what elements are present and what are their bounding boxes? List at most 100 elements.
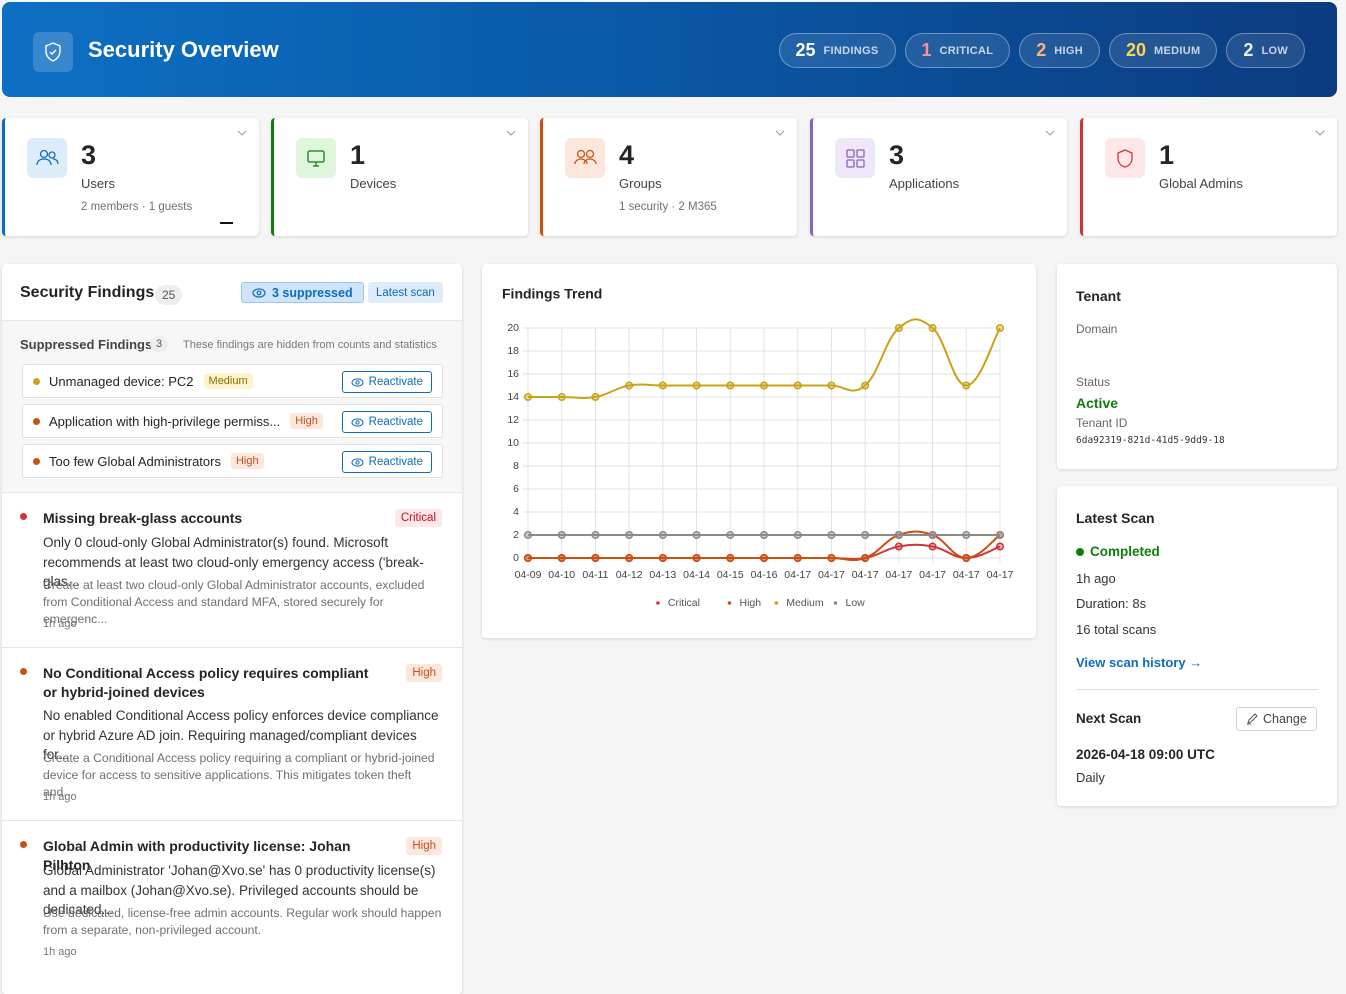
- chevron: [237, 130, 247, 136]
- severity-pill: High: [406, 664, 442, 682]
- cursor-mark: [220, 222, 233, 224]
- stat-icon: [835, 138, 875, 178]
- data-point: [928, 323, 937, 333]
- data-point: [759, 553, 769, 563]
- stat-label: Applications: [889, 176, 960, 191]
- severity-dot: [33, 377, 40, 385]
- data-point: [759, 381, 769, 390]
- y-tick-label: 18: [507, 345, 519, 357]
- stat-value: 4: [619, 140, 635, 170]
- header: Security Overview 25 FINDINGS 1 CRITICAL 2…: [2, 2, 1337, 97]
- stat-sub: 1 security · 2 M365: [619, 201, 717, 213]
- data-point: [523, 392, 533, 402]
- x-tick-label: 04-17: [784, 569, 811, 581]
- section-title: Suppressed Findings: [20, 337, 153, 352]
- badge-row: 25 FINDINGS 1 CRITICAL 2 HIGH 20 MEDIUM 2 LOW: [778, 33, 1305, 68]
- scan-duration: Duration: 8s: [1076, 596, 1147, 611]
- button-label: Reactivate: [368, 416, 423, 428]
- reactivate-button[interactable]: Reactivate: [341, 411, 432, 433]
- finding[interactable]: Global Admin with productivity license: …: [2, 820, 462, 975]
- y-tick-label: 6: [513, 483, 519, 495]
- card-title: Latest Scan: [1076, 510, 1155, 526]
- data-point: [658, 530, 667, 540]
- field-label: Status: [1076, 375, 1111, 389]
- reactivate-button[interactable]: Reactivate: [341, 371, 432, 393]
- scan-card: Latest Scan Completed 1h ago Duration: 8…: [1057, 486, 1337, 806]
- legend-swatch: [727, 601, 732, 605]
- chevron: [1045, 130, 1055, 136]
- header-icon: [33, 32, 73, 72]
- severity-dot: [20, 841, 27, 848]
- stat-card[interactable]: 1 Global Admins: [1080, 118, 1337, 236]
- badge-label: MEDIUM: [1154, 44, 1201, 57]
- status-dot: [1076, 547, 1084, 556]
- apps-icon: [846, 149, 865, 168]
- data-point: [591, 530, 600, 540]
- data-point: [692, 381, 701, 390]
- shield-icon: [1117, 149, 1133, 168]
- x-tick-label: 04-10: [548, 569, 575, 581]
- stat-card[interactable]: 3 Users 2 members · 1 guests: [2, 118, 259, 236]
- stat-label: Devices: [350, 176, 397, 191]
- panel-title: Security Findings: [20, 284, 155, 301]
- item-title: Application with high-privilege permiss.…: [49, 413, 281, 429]
- reactivate-button[interactable]: Reactivate: [341, 451, 432, 473]
- x-tick-label: 04-17: [919, 569, 946, 581]
- trend-chart: Findings Trend 0 2 4 6 8 10 12 14 16 18 20 04-09 04-…: [502, 286, 1014, 609]
- data-point: [995, 530, 1005, 540]
- x-tick-label: 04-13: [649, 569, 676, 581]
- data-point: [523, 553, 533, 563]
- badge-label: FINDINGS: [823, 44, 879, 57]
- device-icon: [307, 150, 325, 167]
- users-icon: [36, 149, 59, 166]
- stat-icon: [27, 138, 67, 178]
- stat-card[interactable]: 4 Groups 1 security · 2 M365: [540, 118, 797, 236]
- badge-label: HIGH: [1054, 44, 1083, 57]
- suppressed-toggle[interactable]: 3 suppressed: [241, 282, 364, 303]
- finding-remediation: Create a Conditional Access policy requi…: [43, 751, 435, 799]
- data-point: [827, 381, 836, 390]
- findings-panel: Security Findings 25 3 suppressed Latest…: [2, 264, 462, 994]
- badge: 1 CRITICAL: [904, 33, 1011, 68]
- suppressed-count: 3 suppressed: [272, 285, 353, 300]
- finding-remediation: Use dedicated, license-free admin accoun…: [43, 906, 442, 937]
- severity-dot: [33, 457, 40, 465]
- x-tick-label: 04-15: [717, 569, 744, 581]
- stat-label: Global Admins: [1159, 176, 1243, 191]
- stat-card[interactable]: 3 Applications: [810, 118, 1067, 236]
- chevron: [1315, 130, 1325, 136]
- frequency: Daily: [1076, 770, 1105, 785]
- severity-pill: High: [290, 413, 323, 429]
- change-button[interactable]: Change: [1236, 707, 1317, 731]
- history-link[interactable]: View scan history →: [1076, 655, 1203, 670]
- suppressed-item: Unmanaged device: PC2 Medium Reactivate: [22, 364, 443, 398]
- button-label: Reactivate: [368, 456, 423, 468]
- data-point: [557, 530, 566, 540]
- next-title: Next Scan: [1076, 711, 1142, 726]
- severity-dot: [20, 513, 27, 520]
- badge-label: CRITICAL: [939, 44, 994, 57]
- stat-value: 3: [889, 140, 905, 170]
- eye-icon: [351, 377, 364, 387]
- y-tick-label: 10: [507, 437, 519, 449]
- data-point: [726, 553, 735, 563]
- chevron: [775, 130, 785, 136]
- finding[interactable]: No Conditional Access policy requires co…: [2, 647, 462, 820]
- x-tick-label: 04-12: [616, 569, 643, 581]
- stat-value: 3: [81, 140, 97, 170]
- trend-card: Findings Trend 0 2 4 6 8 10 12 14 16 18 20 04-09 04-…: [482, 264, 1036, 638]
- stat-card[interactable]: 1 Devices: [271, 118, 528, 236]
- data-point: [557, 392, 566, 402]
- eye-icon: [252, 287, 266, 298]
- data-point: [625, 553, 634, 563]
- severity-dot: [20, 668, 27, 675]
- data-point: [962, 381, 971, 390]
- finding-remediation: Create at least two cloud-only Global Ad…: [43, 578, 425, 626]
- legend-label: Critical: [668, 597, 700, 609]
- data-point: [995, 542, 1005, 551]
- stat-label: Users: [81, 176, 115, 191]
- finding[interactable]: Missing break-glass accounts Critical On…: [2, 492, 462, 647]
- chart-title: Findings Trend: [502, 286, 602, 302]
- chevron: [506, 130, 516, 136]
